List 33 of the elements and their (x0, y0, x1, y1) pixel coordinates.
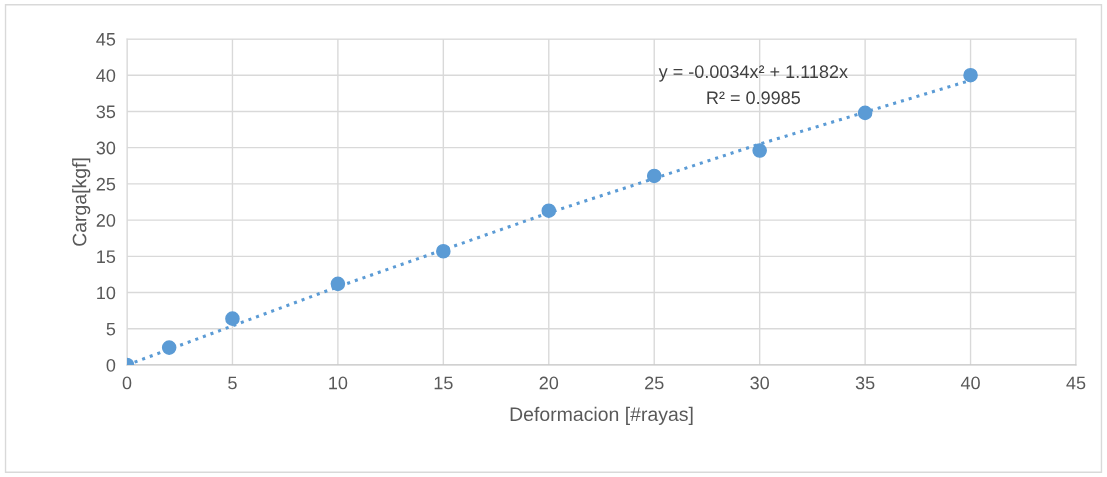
y-tick-label: 15 (97, 250, 116, 264)
annotation: y = -0.0034x² + 1.1182x (658, 65, 848, 82)
x-tick-label: 15 (434, 376, 453, 390)
point (161, 340, 177, 355)
y-tick-label: 10 (97, 286, 116, 300)
x-tick-label: 30 (750, 376, 769, 390)
y-tick-label: 20 (96, 214, 116, 227)
y-tick-label: 45 (96, 33, 116, 46)
point (225, 311, 240, 326)
x-tick-label: 20 (539, 376, 559, 390)
y-tick-label: 0 (106, 358, 116, 372)
point (752, 143, 767, 158)
y-tick-label: 30 (96, 141, 116, 155)
point (436, 243, 451, 259)
point (963, 67, 978, 83)
x-tick-label: 5 (228, 376, 237, 390)
y-tick-label: 35 (96, 105, 116, 119)
point (330, 276, 346, 292)
y-tick-label: 5 (106, 322, 116, 336)
y-tick-label: 40 (96, 69, 116, 82)
x-tick-label: 45 (1066, 376, 1086, 390)
x-axis-title: Deformacion [#rayas] (510, 406, 693, 425)
x-tick-label: 35 (855, 376, 875, 390)
y-tick-label: 25 (96, 177, 116, 191)
y-axis-title: Carga[kgf] (72, 158, 91, 246)
annotation: R² = 0.9985 (707, 91, 801, 105)
x-tick-label: 10 (329, 376, 348, 390)
point (857, 105, 873, 121)
point (541, 203, 557, 218)
x-tick-label: 40 (960, 376, 980, 390)
x-tick-label: 25 (645, 376, 664, 390)
point (646, 168, 662, 184)
x-tick-label: 0 (122, 376, 132, 390)
